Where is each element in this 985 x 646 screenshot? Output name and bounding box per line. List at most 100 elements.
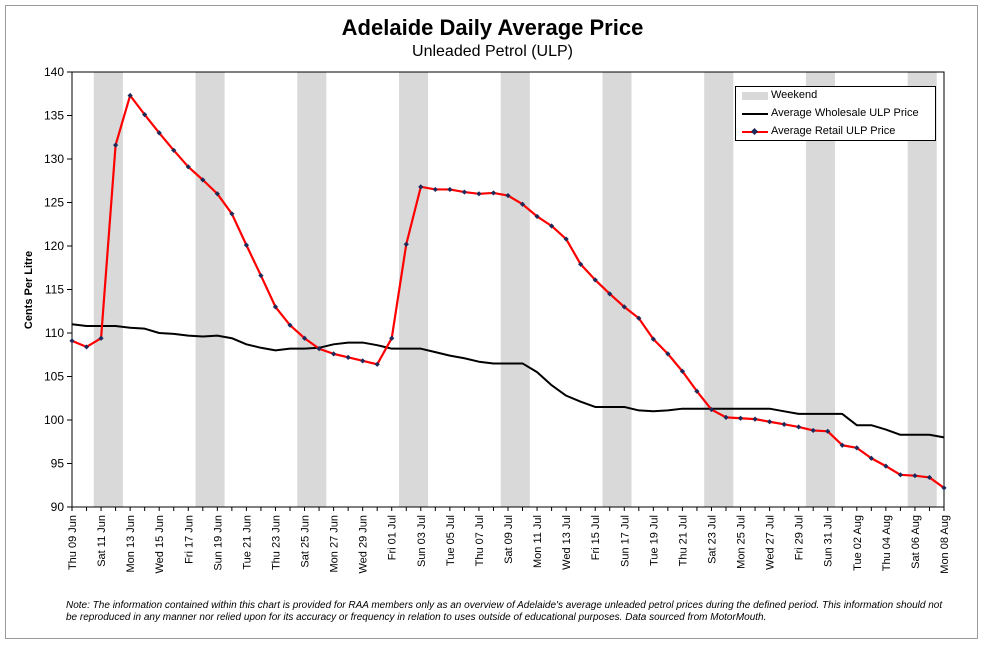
retail-point [607, 291, 613, 297]
retail-point [549, 223, 555, 229]
retail-point [171, 147, 177, 153]
retail-point [723, 414, 729, 420]
retail-point [868, 455, 874, 461]
x-tick-label: Tue 21 Jun [241, 515, 253, 570]
retail-point [825, 428, 831, 434]
weekend-bands [93, 72, 937, 507]
retail-point [142, 112, 148, 118]
retail-point [127, 92, 133, 99]
retail-point [490, 190, 497, 196]
retail-point [679, 368, 685, 374]
y-tick-label: 100 [44, 413, 64, 427]
chart-note: Note: The information contained within t… [66, 600, 943, 623]
y-tick-label: 135 [44, 109, 64, 123]
x-tick-label: Wed 27 Jul [765, 515, 777, 570]
x-tick-label: Tue 02 Aug [852, 515, 864, 571]
chart-subtitle: Unleaded Petrol (ULP) [412, 43, 573, 60]
legend-swatch-wholesale [742, 113, 768, 115]
x-tick-label: Sun 03 Jul [416, 515, 428, 567]
retail-point [650, 336, 656, 342]
retail-point [113, 142, 119, 148]
legend-swatch-weekend [742, 92, 768, 100]
x-tick-label: Tue 19 Jul [648, 515, 660, 566]
x-tick-label: Mon 13 Jun [125, 515, 137, 572]
x-tick-label: Fri 15 Jul [590, 515, 602, 560]
retail-point [505, 192, 511, 199]
legend-marker-retail [750, 127, 759, 136]
y-tick-label: 115 [45, 283, 64, 297]
x-tick-label: Tue 05 Jul [445, 515, 457, 566]
x-tick-label: Fri 17 Jun [183, 515, 195, 564]
retail-point [752, 416, 758, 422]
y-axis: 90 95 100 105 110 115 120 125 130 135 140 [44, 65, 72, 514]
retail-point [345, 354, 351, 360]
retail-point [447, 186, 453, 193]
legend-item-wholesale: Average Wholesale ULP Price [736, 105, 936, 123]
x-tick-label: Thu 09 Jun [67, 515, 79, 570]
retail-point [98, 335, 104, 341]
x-tick-label: Sat 09 Jul [503, 515, 515, 564]
retail-point [389, 335, 395, 341]
legend-item-retail: Average Retail ULP Price [736, 123, 936, 141]
retail-point [578, 261, 584, 267]
retail-point [912, 473, 918, 479]
y-tick-label: 130 [44, 152, 64, 166]
x-tick-label: Sun 17 Jul [619, 515, 631, 567]
y-tick-label: 95 [51, 457, 65, 471]
retail-point [461, 189, 467, 195]
retail-point [897, 472, 903, 478]
retail-point [810, 427, 816, 434]
retail-point [301, 335, 308, 341]
weekend-band [195, 72, 225, 507]
x-tick-label: Wed 13 Jul [561, 515, 573, 570]
retail-point [926, 474, 933, 481]
weekend-band [297, 72, 327, 507]
weekend-band [93, 72, 123, 507]
retail-point [737, 415, 744, 421]
retail-point [156, 130, 162, 136]
y-tick-label: 120 [44, 239, 64, 253]
weekend-band [399, 72, 429, 507]
x-tick-label: Thu 21 Jul [677, 515, 689, 566]
retail-point [694, 388, 700, 394]
x-tick-label: Sat 06 Aug [910, 515, 922, 569]
retail-point [418, 184, 424, 190]
chart-title: Adelaide Daily Average Price [341, 15, 644, 40]
retail-point [287, 322, 293, 328]
y-tick-label: 125 [44, 196, 64, 210]
retail-point [665, 351, 671, 357]
retail-point [316, 346, 322, 352]
retail-point [331, 351, 337, 357]
retail-point [534, 213, 540, 220]
retail-point [636, 315, 642, 321]
legend-item-weekend: Weekend [736, 87, 936, 105]
x-tick-label: Sat 11 Jun [96, 515, 108, 567]
retail-point [796, 424, 802, 430]
retail-point [621, 304, 627, 310]
y-tick-label: 105 [44, 370, 64, 384]
legend-label-retail: Average Retail ULP Price [771, 125, 896, 137]
weekend-band [602, 72, 632, 507]
y-axis-title: Cents Per Litre [23, 251, 35, 329]
y-tick-label: 90 [51, 500, 65, 514]
retail-point [708, 406, 715, 413]
retail-point [243, 242, 249, 248]
retail-point [272, 304, 279, 310]
series-line-wholesale [71, 323, 945, 439]
retail-point [258, 272, 264, 279]
retail-point [374, 361, 380, 367]
series-lines [69, 92, 947, 491]
x-tick-label: Sun 19 Jun [212, 515, 224, 571]
x-tick-label: Sat 23 Jul [706, 515, 718, 564]
retail-point [83, 344, 90, 350]
x-tick-label: Mon 25 Jul [736, 515, 748, 569]
retail-point [214, 191, 220, 197]
retail-point [767, 419, 773, 425]
retail-point [432, 186, 438, 193]
retail-point [592, 277, 598, 283]
x-tick-label: Thu 23 Jun [270, 515, 282, 570]
retail-point [839, 442, 845, 448]
x-tick-label: Fri 29 Jul [794, 515, 806, 560]
y-tick-label: 140 [44, 65, 64, 79]
